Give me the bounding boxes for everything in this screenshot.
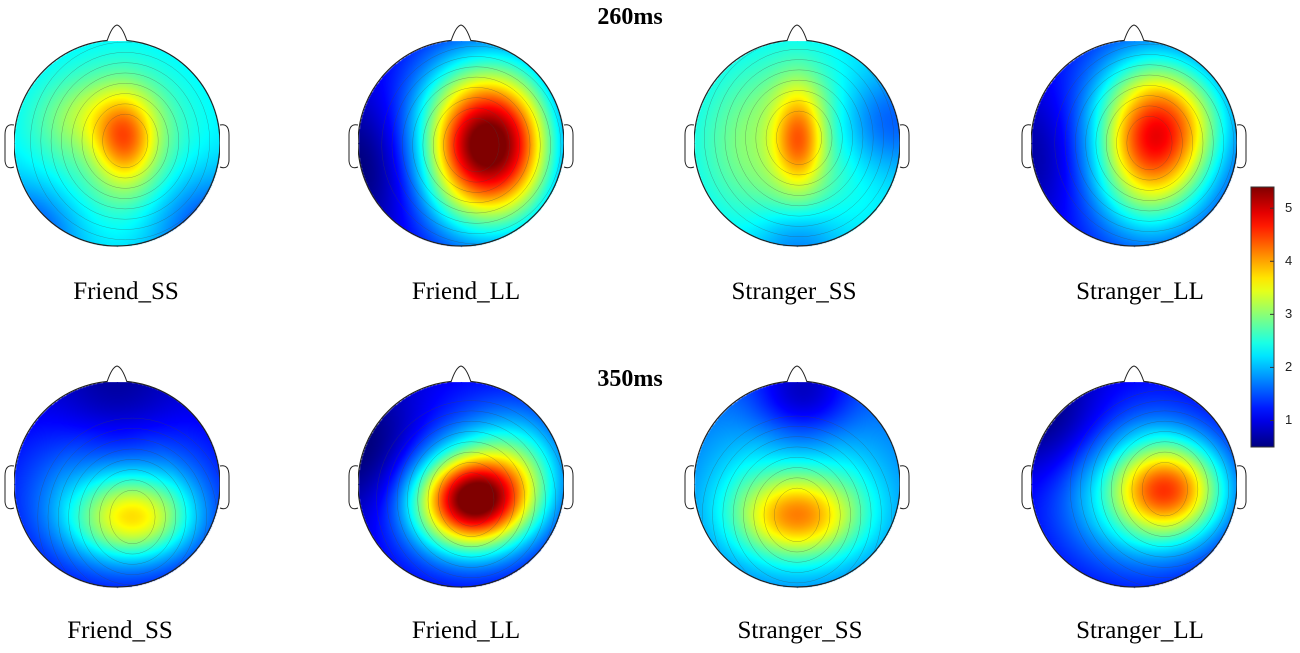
label-stranger-ll-260: Stranger_LL xyxy=(1076,278,1204,305)
label-friend-ll-260: Friend_LL xyxy=(411,278,521,305)
right-ear-marker xyxy=(563,124,574,169)
topomap-surface xyxy=(692,379,902,589)
left-ear-marker xyxy=(1021,124,1032,169)
nose-marker xyxy=(450,365,472,383)
right-ear-marker xyxy=(899,465,910,510)
contour-lines xyxy=(704,41,895,237)
label-stranger-ss-350: Stranger_SS xyxy=(737,617,863,644)
contour-lines xyxy=(701,415,893,586)
left-ear-marker xyxy=(4,124,15,169)
label-stranger-ss-260: Stranger_SS xyxy=(731,278,857,305)
left-ear-marker xyxy=(348,124,359,169)
nose-marker xyxy=(786,24,808,42)
right-ear-marker xyxy=(219,465,230,510)
topomap-surface xyxy=(356,379,566,589)
left-ear-marker xyxy=(1021,465,1032,510)
left-ear-marker xyxy=(348,465,359,510)
colorbar-tick-label: 5 xyxy=(1285,200,1293,216)
colorbar xyxy=(1250,186,1275,448)
topomap-stranger-ss-260ms xyxy=(684,24,910,248)
nose-marker xyxy=(1123,365,1145,383)
nose-marker xyxy=(450,24,472,42)
right-ear-marker xyxy=(1236,465,1247,510)
nose-marker xyxy=(106,365,128,383)
topomap-surface xyxy=(356,38,566,248)
right-ear-marker xyxy=(1236,124,1247,169)
topomap-surface xyxy=(1029,38,1239,248)
topomap-stranger-ll-350ms xyxy=(1021,365,1247,589)
topomap-surface xyxy=(1029,379,1239,589)
label-friend-ll-350: Friend_LL xyxy=(411,617,521,644)
topomap-friend-ss-260ms xyxy=(4,24,230,248)
topomap-friend-ss-350ms xyxy=(4,365,230,589)
label-stranger-ll-350: Stranger_LL xyxy=(1076,617,1204,644)
row-title-260ms: 260ms xyxy=(597,4,663,30)
left-ear-marker xyxy=(684,465,695,510)
label-friend-ss-350: Friend_SS xyxy=(67,617,173,644)
nose-marker xyxy=(1123,24,1145,42)
topomap-stranger-ll-260ms xyxy=(1021,24,1247,248)
colorbar-tick-label: 1 xyxy=(1285,412,1293,428)
left-ear-marker xyxy=(4,465,15,510)
right-ear-marker xyxy=(563,465,574,510)
topomap-surface xyxy=(692,38,902,248)
colorbar-tick-label: 3 xyxy=(1285,306,1293,322)
contour-lines xyxy=(376,400,563,586)
colorbar-tick-label: 2 xyxy=(1285,359,1293,375)
topomap-friend-ll-350ms xyxy=(348,365,574,589)
left-ear-marker xyxy=(684,124,695,169)
nose-marker xyxy=(786,365,808,383)
topomap-surface xyxy=(12,38,222,248)
contour-lines xyxy=(30,41,219,241)
label-friend-ss-260: Friend_SS xyxy=(73,278,179,305)
right-ear-marker xyxy=(219,124,230,169)
row-title-350ms: 350ms xyxy=(597,366,663,392)
colorbar-tick-label: 4 xyxy=(1285,253,1293,269)
nose-marker xyxy=(106,24,128,42)
right-ear-marker xyxy=(899,124,910,169)
contour-lines xyxy=(1054,43,1236,243)
contour-lines xyxy=(1069,390,1236,586)
topomap-friend-ll-260ms xyxy=(348,24,574,248)
topomap-stranger-ss-350ms xyxy=(684,365,910,589)
topomap-surface xyxy=(12,379,222,589)
